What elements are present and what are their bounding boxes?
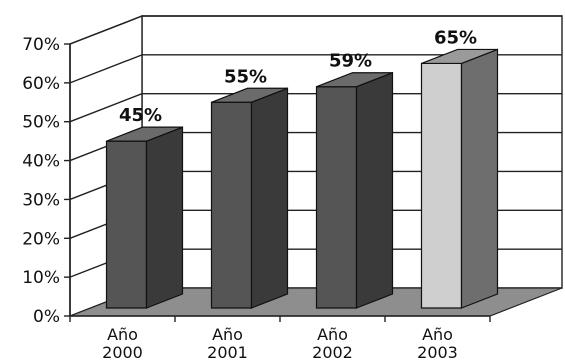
bar-side bbox=[145, 126, 184, 309]
bar bbox=[420, 48, 499, 309]
data-label: 59% bbox=[329, 51, 372, 72]
x-axis: Año 2000 Año 2001 Año 2002 Año 2003 bbox=[69, 315, 491, 362]
x-category-label: Año 2001 bbox=[207, 325, 248, 362]
bar bbox=[105, 126, 184, 309]
x-category-label: Año 2003 bbox=[417, 325, 458, 362]
bar-front bbox=[420, 62, 463, 309]
gridline bbox=[69, 93, 143, 123]
bars bbox=[105, 48, 499, 309]
bar-side bbox=[460, 48, 499, 309]
y-tick-label: 60% bbox=[22, 74, 60, 94]
x-category-label: Año 2002 bbox=[312, 325, 353, 362]
bar-front bbox=[315, 86, 358, 309]
data-labels: 45% 55% 59% 65% bbox=[119, 27, 477, 126]
y-tick-label: 30% bbox=[22, 190, 60, 210]
bar-top bbox=[106, 126, 183, 142]
bar-top bbox=[316, 72, 393, 88]
bar-front bbox=[105, 140, 148, 309]
bar-side bbox=[250, 87, 289, 309]
y-tick-label: 40% bbox=[22, 152, 60, 172]
y-tick-label: 50% bbox=[22, 113, 60, 133]
bar-top bbox=[421, 48, 498, 65]
y-tick-label: 0% bbox=[33, 307, 60, 327]
bar-top bbox=[211, 87, 288, 103]
y-tick-label: 20% bbox=[22, 229, 60, 249]
bar bbox=[315, 71, 394, 309]
bar bbox=[210, 87, 289, 309]
y-tick-label: 70% bbox=[22, 35, 60, 55]
data-label: 65% bbox=[434, 27, 477, 48]
y-axis: 0% 10% 20% 30% 40% 50% 60% 70% bbox=[22, 35, 71, 327]
x-category-label: Año 2000 bbox=[102, 325, 143, 362]
data-label: 55% bbox=[224, 66, 267, 87]
bar-side bbox=[355, 71, 394, 309]
gridline bbox=[69, 54, 143, 84]
bar-front bbox=[210, 101, 253, 309]
gridline bbox=[69, 15, 143, 45]
y-tick-label: 10% bbox=[22, 268, 60, 288]
data-label: 45% bbox=[119, 105, 162, 126]
